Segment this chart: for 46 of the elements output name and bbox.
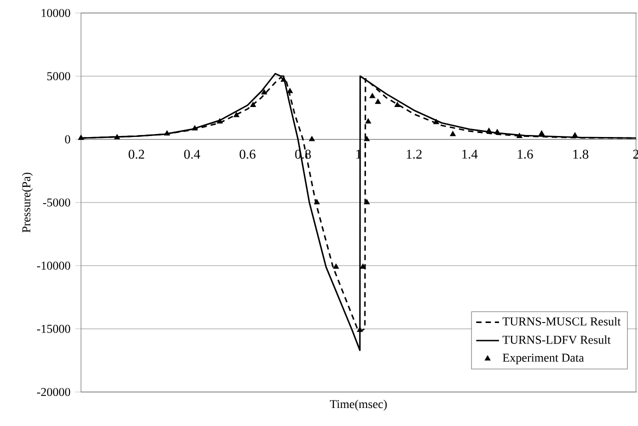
y-tick-label: -5000 [43, 198, 70, 207]
point [369, 93, 376, 98]
point [333, 264, 339, 269]
point [280, 76, 287, 82]
legend-label: TURNS-LDFV Result [502, 335, 611, 344]
legend-label: TURNS-MUSCL Result [502, 317, 621, 326]
point [114, 134, 120, 140]
point [360, 264, 366, 269]
point [192, 125, 198, 130]
y-tick-label: -10000 [37, 262, 70, 270]
point [394, 102, 400, 108]
point [364, 199, 370, 204]
point [450, 130, 456, 136]
y-tick-label: -20000 [37, 388, 70, 396]
point [78, 134, 84, 140]
x-tick-label: 1.2 [406, 150, 422, 159]
x-tick-label: 1.4 [462, 150, 478, 159]
legend-label: Experiment Data [502, 354, 584, 364]
point [356, 326, 363, 332]
x-tick-label: 0.6 [240, 150, 256, 159]
point [287, 88, 293, 94]
y-axis-title: Pressure(Pa) [22, 172, 33, 232]
y-tick-label: 0 [65, 135, 70, 144]
point [486, 128, 492, 133]
point [308, 136, 315, 142]
point [364, 136, 370, 142]
point [375, 98, 381, 104]
y-tick-label: -15000 [37, 324, 70, 333]
point [314, 199, 320, 204]
x-tick-label: 1.6 [518, 150, 533, 159]
point [433, 118, 440, 124]
point [261, 89, 268, 94]
x-tick-label: 1.8 [573, 150, 588, 159]
point [572, 132, 578, 138]
point [216, 118, 223, 124]
point [538, 130, 545, 136]
x-tick-label: 0.4 [184, 150, 200, 159]
x-axis-title: Time(msec) [330, 400, 387, 411]
point [365, 118, 372, 124]
x-tick-label: 0.2 [128, 150, 144, 159]
point [250, 102, 256, 108]
point [516, 132, 522, 138]
point [233, 112, 240, 118]
y-tick-label: 10000 [42, 8, 70, 18]
y-tick-label: 5000 [47, 72, 70, 80]
point [164, 130, 170, 136]
